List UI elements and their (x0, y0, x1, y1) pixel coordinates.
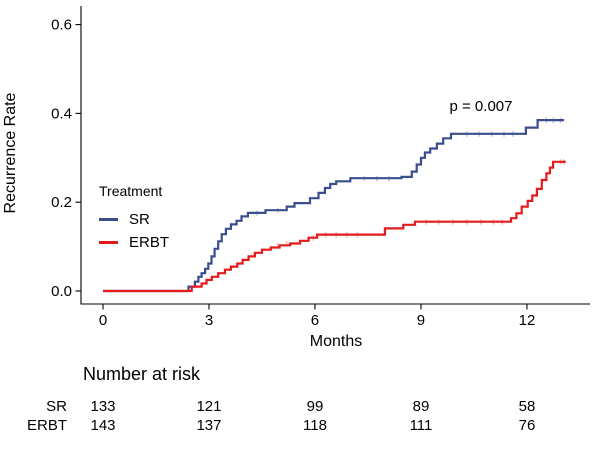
legend-item-sr: SR (99, 208, 169, 231)
risk-table-title: Number at risk (83, 364, 201, 384)
x-tick-label: 3 (205, 312, 213, 329)
risk-row-erbt: ERBT 143 137 118 111 76 (0, 417, 600, 435)
risk-count: 58 (518, 398, 536, 415)
risk-count: 76 (518, 417, 536, 434)
y-tick-label: 0.2 (51, 194, 72, 211)
y-tick-label: 0.6 (51, 17, 72, 34)
x-tick-label: 0 (99, 312, 107, 329)
x-axis-title: Months (309, 333, 363, 350)
risk-row-sr: SR 133 121 99 89 58 (0, 398, 600, 416)
risk-count: 99 (306, 398, 324, 415)
series-curve-erbt (103, 160, 566, 293)
risk-row-label: SR (46, 398, 67, 415)
legend-label-sr: SR (129, 211, 150, 228)
risk-count: 111 (409, 417, 433, 434)
legend: Treatment SR ERBT (99, 183, 169, 254)
sr-line-swatch-icon (99, 218, 118, 221)
risk-count: 121 (196, 398, 222, 415)
risk-count: 137 (196, 417, 222, 434)
risk-count: 133 (90, 398, 116, 415)
legend-item-erbt: ERBT (99, 231, 169, 254)
x-tick-label: 6 (311, 312, 319, 329)
y-tick-label: 0.4 (51, 105, 72, 122)
p-value-annotation: p = 0.007 (449, 98, 513, 115)
x-tick-label: 12 (519, 312, 536, 329)
risk-count: 89 (412, 398, 430, 415)
series-curve-sr (103, 119, 565, 293)
risk-row-label: ERBT (26, 417, 67, 434)
legend-label-erbt: ERBT (129, 234, 170, 251)
legend-title: Treatment (99, 183, 163, 199)
risk-count: 143 (90, 417, 116, 434)
y-tick-label: 0.0 (51, 283, 72, 300)
erbt-line-swatch-icon (99, 241, 118, 244)
x-tick-label: 9 (417, 312, 425, 329)
risk-count: 118 (303, 417, 327, 434)
